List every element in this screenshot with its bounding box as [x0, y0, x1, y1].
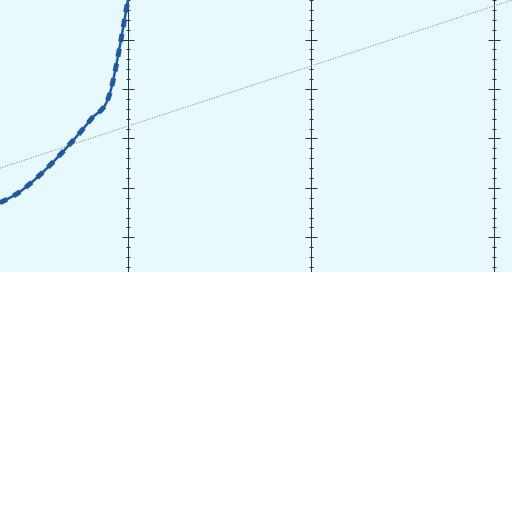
- plot-background: [0, 0, 512, 272]
- series-0: [0, 0, 131, 205]
- vertical-axis-2: [488, 0, 501, 272]
- vertical-axis-1: [305, 0, 318, 272]
- vertical-axes: [122, 0, 501, 272]
- curve-dash-overlay: [0, 0, 131, 205]
- series-layer: [0, 0, 512, 205]
- vertical-axis-0: [122, 0, 135, 272]
